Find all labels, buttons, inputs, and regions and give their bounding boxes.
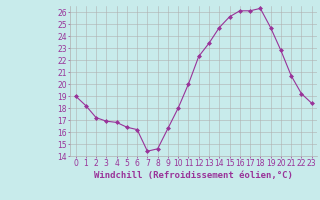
- X-axis label: Windchill (Refroidissement éolien,°C): Windchill (Refroidissement éolien,°C): [94, 171, 293, 180]
